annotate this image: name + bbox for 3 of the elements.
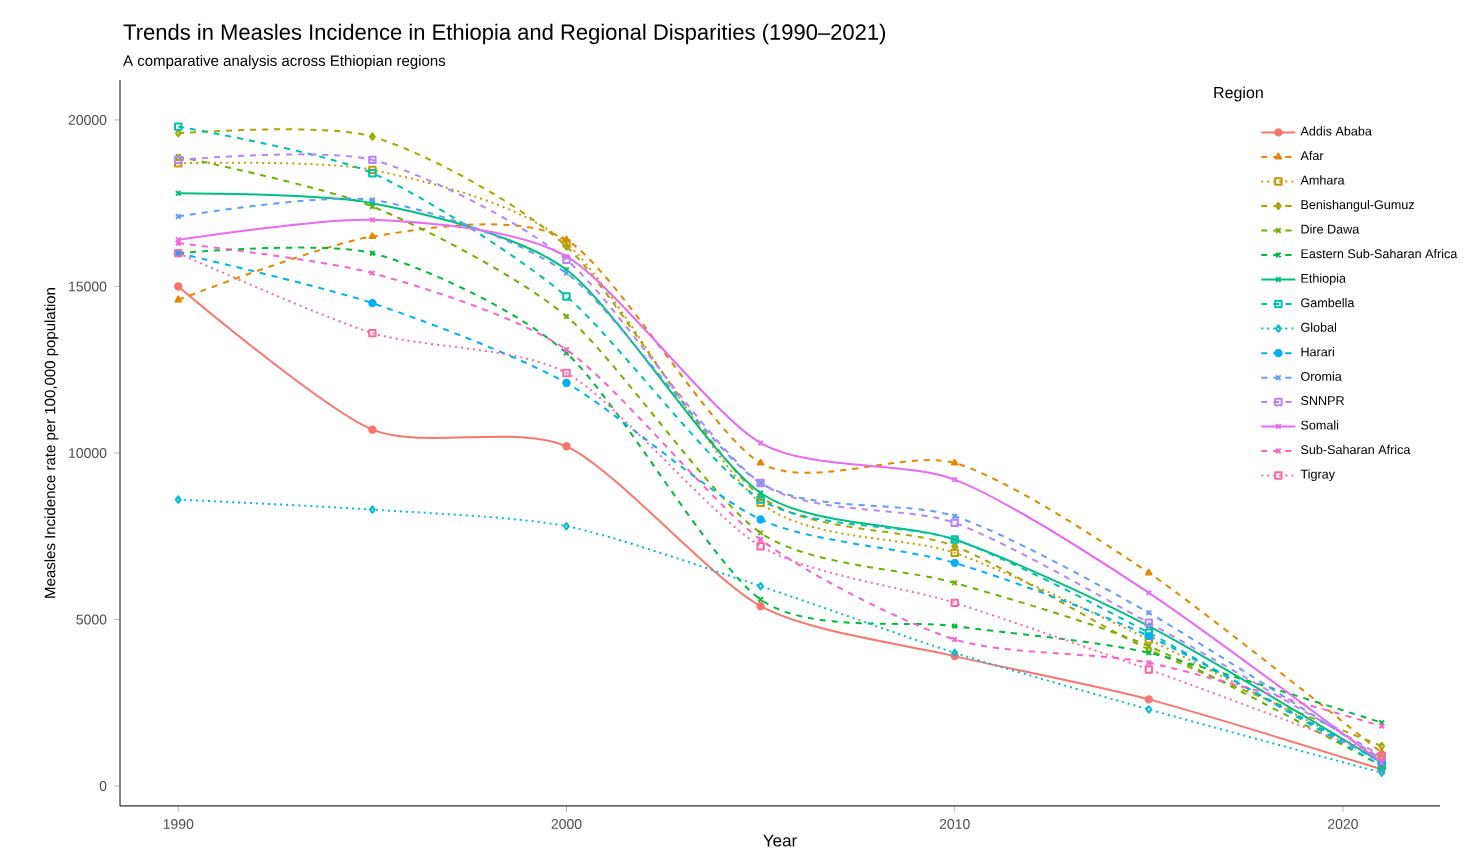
- legend-title: Region: [1214, 86, 1263, 102]
- chart-title: Trends in Measles Incidence in Ethiopia and Regional Disparities (1990–2021): [123, 23, 886, 45]
- x-axis-title: Year: [763, 834, 797, 847]
